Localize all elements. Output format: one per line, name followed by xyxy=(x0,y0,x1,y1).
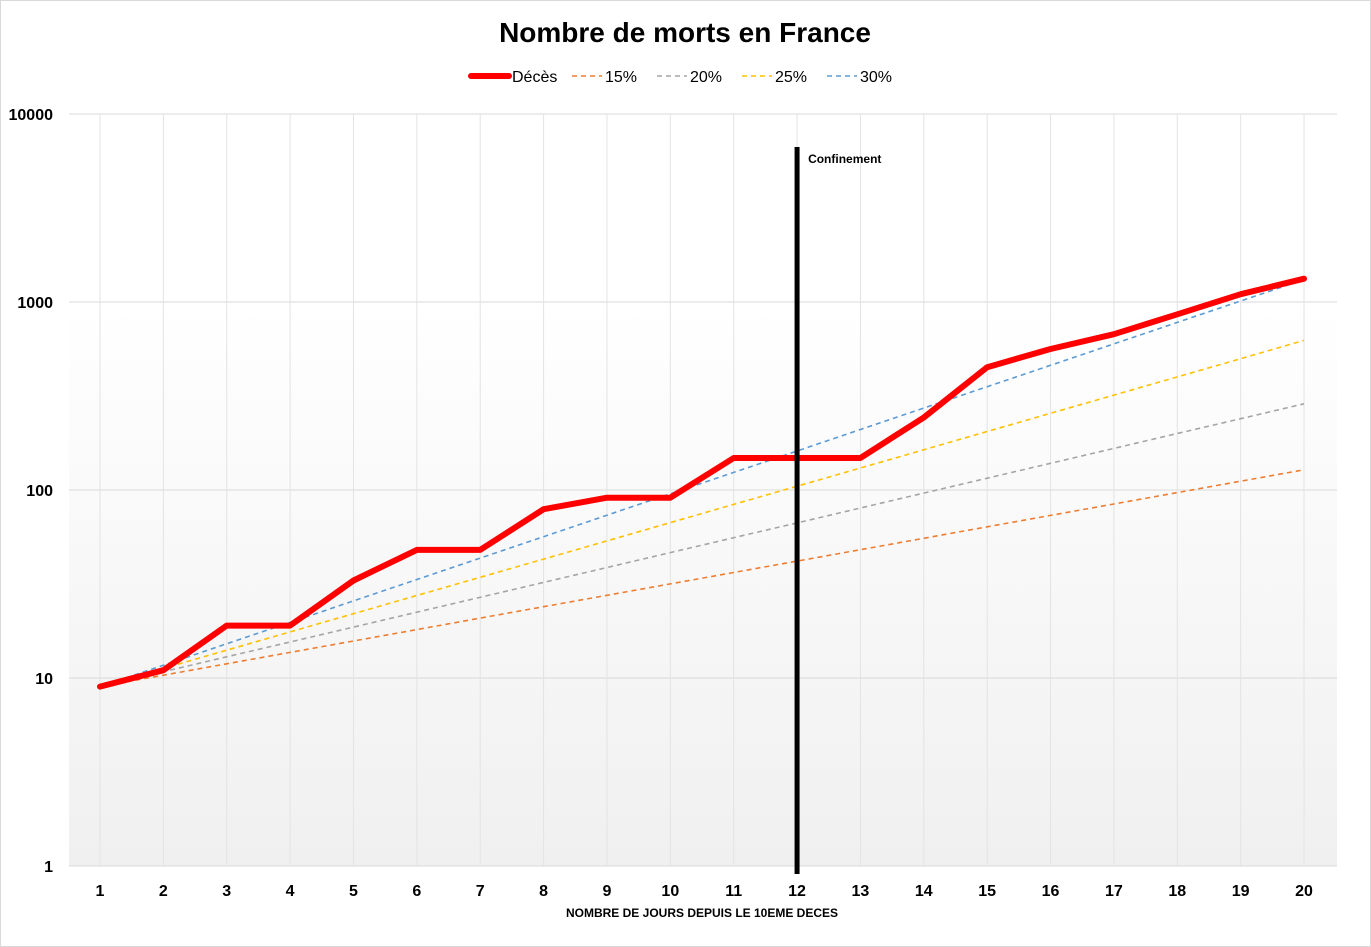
x-tick-label: 6 xyxy=(412,883,421,900)
y-tick-label: 100 xyxy=(26,483,53,500)
x-tick-label: 8 xyxy=(539,883,548,900)
x-tick-label: 18 xyxy=(1168,883,1186,900)
legend-label: 20% xyxy=(690,69,722,86)
legend: Décès 15% 20% 25% 30% xyxy=(468,69,892,86)
series-line-20pct xyxy=(99,403,1305,688)
chart-title: Nombre de morts en France xyxy=(499,17,871,48)
legend-label: 25% xyxy=(775,69,807,86)
x-tick-label: 13 xyxy=(852,883,870,900)
x-tick-label: 5 xyxy=(349,883,358,900)
x-tick-label: 1 xyxy=(96,883,105,900)
y-tick-label: 1000 xyxy=(17,295,53,312)
x-tick-label: 17 xyxy=(1105,883,1123,900)
x-tick-label: 11 xyxy=(725,883,742,900)
series-line-deces xyxy=(97,275,1307,690)
y-tick-label: 1 xyxy=(44,859,53,876)
x-tick-label: 4 xyxy=(286,883,295,900)
series-line-15pct xyxy=(99,469,1305,688)
x-tick-label: 20 xyxy=(1295,883,1313,900)
grid xyxy=(69,113,1337,867)
legend-label: 15% xyxy=(605,69,637,86)
y-tick-label: 10000 xyxy=(9,107,54,124)
x-tick-label: 19 xyxy=(1232,883,1250,900)
x-tick-label: 3 xyxy=(222,883,231,900)
annotations: Confinement xyxy=(794,147,881,874)
x-tick-label: 9 xyxy=(603,883,612,900)
x-tick-label: 12 xyxy=(788,883,806,900)
legend-label: 30% xyxy=(860,69,892,86)
x-axis-label: NOMBRE DE JOURS DEPUIS LE 10EME DECES xyxy=(566,906,838,920)
series-line-25pct xyxy=(99,339,1305,688)
x-tick-label: 16 xyxy=(1042,883,1060,900)
y-tick-label: 10 xyxy=(35,671,53,688)
legend-item: 15% xyxy=(572,69,637,86)
legend-item: Décès xyxy=(468,69,557,86)
legend-item: 25% xyxy=(742,69,807,86)
legend-item: 20% xyxy=(657,69,722,86)
x-tick-label: 10 xyxy=(661,883,679,900)
legend-item: 30% xyxy=(827,69,892,86)
series-lines xyxy=(97,275,1307,690)
legend-label: Décès xyxy=(512,69,557,86)
x-tick-label: 15 xyxy=(978,883,996,900)
x-tick-label: 2 xyxy=(159,883,168,900)
x-tick-label: 14 xyxy=(915,883,933,900)
x-tick-label: 7 xyxy=(476,883,485,900)
confinement-label: Confinement xyxy=(808,152,881,166)
